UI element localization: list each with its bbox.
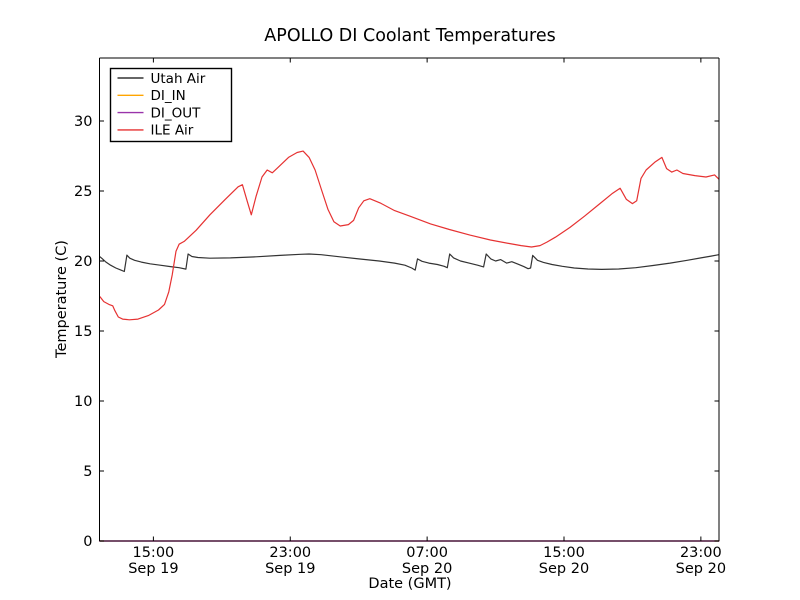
- x-tick-label-date: Sep 19: [265, 561, 315, 577]
- y-tick-label: 0: [83, 534, 92, 550]
- x-tick-label-time: 15:00: [132, 545, 174, 561]
- y-tick-label: 25: [74, 184, 92, 200]
- x-tick-label-time: 23:00: [269, 545, 311, 561]
- x-tick-label-time: 07:00: [406, 545, 448, 561]
- legend-label-di-out: DI_OUT: [151, 105, 202, 121]
- legend-label-di-in: DI_IN: [151, 88, 186, 104]
- x-axis-label: Date (GMT): [368, 576, 452, 592]
- series-line-utah-air: [99, 253, 720, 273]
- chart-title: APOLLO DI Coolant Temperatures: [264, 26, 556, 46]
- y-tick-label: 15: [74, 324, 92, 340]
- y-tick-label: 5: [83, 464, 92, 480]
- y-axis-label: Temperature (C): [54, 240, 70, 358]
- y-tick-label: 20: [74, 254, 92, 270]
- x-tick-label-date: Sep 20: [676, 561, 726, 577]
- x-tick-label-date: Sep 20: [539, 561, 589, 577]
- x-tick-label-time: 23:00: [680, 545, 722, 561]
- legend-label-utah-air: Utah Air: [151, 71, 206, 87]
- x-tick-label-date: Sep 19: [128, 561, 178, 577]
- x-tick-label-time: 15:00: [543, 545, 585, 561]
- x-tick-label-date: Sep 20: [402, 561, 452, 577]
- y-tick-label: 10: [74, 394, 92, 410]
- series-line-ile-air: [99, 150, 720, 321]
- y-tick-label: 30: [74, 114, 92, 130]
- legend-label-ile-air: ILE Air: [151, 123, 194, 139]
